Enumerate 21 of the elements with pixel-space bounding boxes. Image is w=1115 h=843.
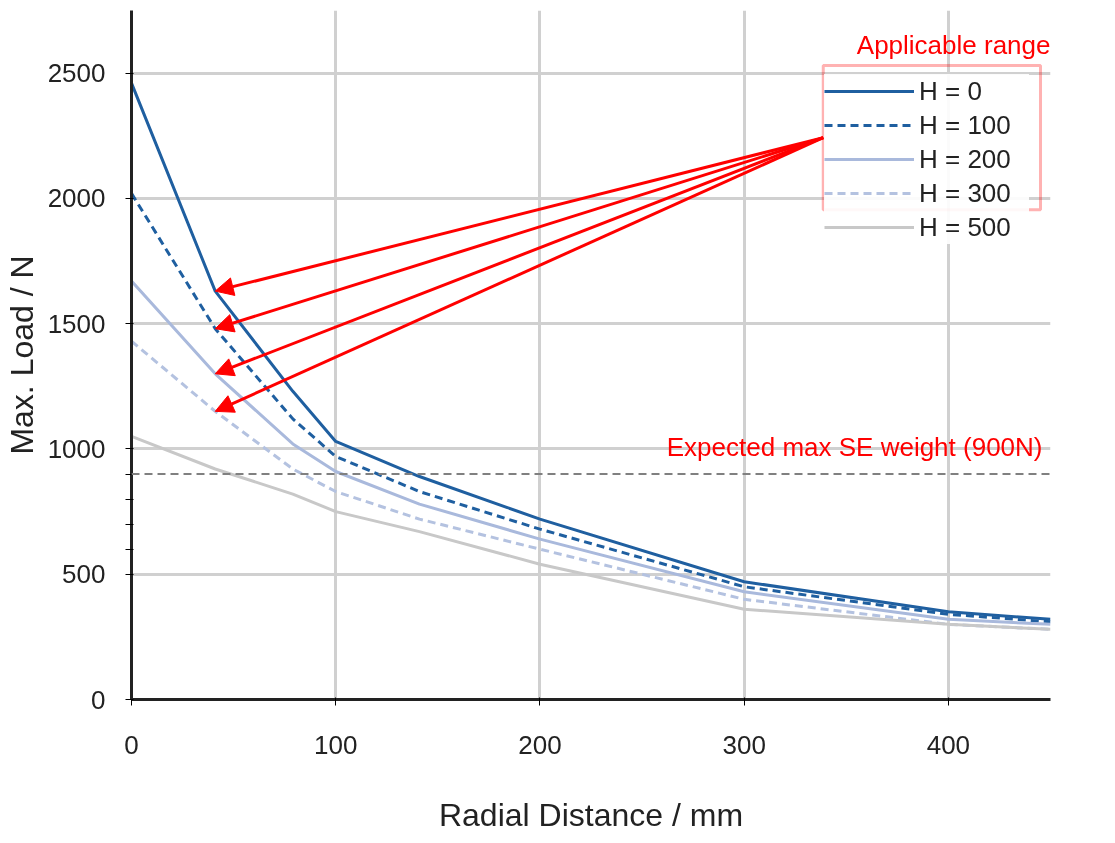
x-tick-label: 100: [314, 729, 358, 760]
legend-label: H = 100: [919, 108, 1012, 142]
x-axis-title: Radial Distance / mm: [438, 796, 744, 833]
y-tick-label: 1000: [47, 433, 106, 464]
x-tick-label: 400: [926, 729, 971, 760]
line-series: [131, 279, 1051, 626]
annotation: Applicable range: [856, 29, 1051, 60]
x-tick-label: 200: [518, 729, 562, 760]
ref-line-label: Expected max SE weight (900N): [666, 432, 1043, 463]
legend-label: H = 0: [919, 74, 983, 108]
y-tick-label: 2000: [47, 183, 106, 214]
y-tick-label: 0: [91, 684, 106, 715]
x-tick-label: 0: [124, 729, 139, 760]
y-axis-title: Max. Load / N: [3, 255, 40, 455]
legend-label: H = 200: [919, 142, 1012, 176]
legend-label: H = 300: [919, 176, 1012, 210]
legend-label: H = 500: [919, 210, 1012, 244]
y-tick-label: 500: [62, 559, 106, 590]
x-tick-label: 300: [722, 729, 766, 760]
y-tick-label: 1500: [47, 308, 106, 339]
y-tick-label: 2500: [47, 58, 106, 89]
